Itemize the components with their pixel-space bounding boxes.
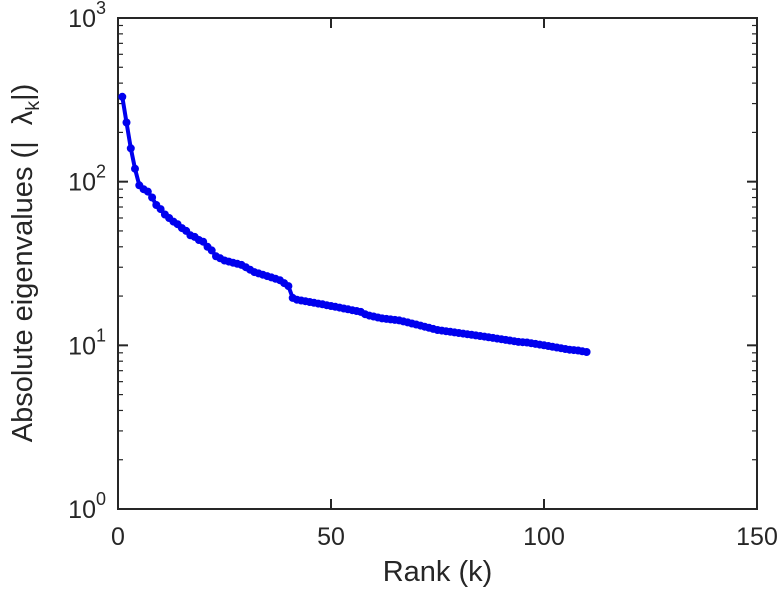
data-point bbox=[284, 282, 293, 291]
x-axis-label: Rank (k) bbox=[382, 556, 493, 588]
x-tick-label: 50 bbox=[317, 523, 345, 551]
y-tick-label: 103 bbox=[68, 0, 106, 33]
x-tick-label: 150 bbox=[736, 523, 778, 551]
y-tick-label: 102 bbox=[68, 162, 106, 197]
y-label-suffix: |) bbox=[7, 83, 40, 101]
data-point bbox=[582, 348, 591, 356]
y-tick-label: 100 bbox=[68, 489, 106, 524]
data-point bbox=[122, 118, 131, 127]
data-point bbox=[143, 187, 152, 196]
y-label-prefix: Absolute eigenvalues (| bbox=[7, 141, 40, 443]
data-point bbox=[156, 205, 165, 214]
data-point bbox=[131, 164, 139, 173]
y-axis-label: Absolute eigenvalues (| λk|) bbox=[7, 84, 45, 443]
data-point bbox=[207, 246, 216, 255]
lambda-symbol: λ bbox=[7, 110, 40, 126]
x-tick-label: 100 bbox=[523, 523, 565, 551]
data-point bbox=[148, 193, 157, 202]
lambda-subscript: k bbox=[21, 100, 44, 111]
y-tick-label: 101 bbox=[68, 325, 106, 360]
data-point bbox=[126, 144, 135, 153]
data-point bbox=[118, 92, 127, 101]
x-tick-label: 0 bbox=[111, 523, 125, 551]
axes-box bbox=[117, 17, 758, 510]
